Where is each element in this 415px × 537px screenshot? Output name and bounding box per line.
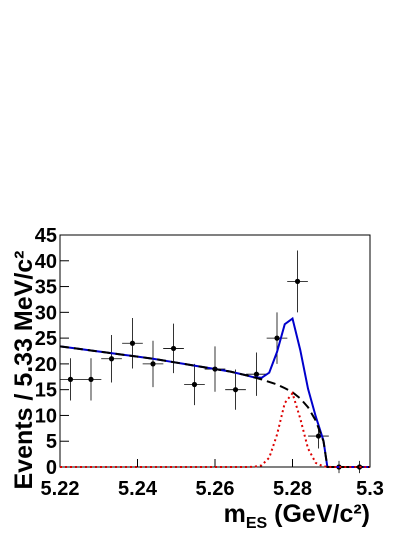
y-tick-label: 10: [35, 405, 57, 427]
y-tick-label: 45: [35, 225, 57, 247]
y-tick-label: 15: [35, 380, 57, 402]
x-tick-label: 5.22: [41, 478, 80, 500]
data-point: [129, 340, 136, 346]
data-point: [170, 345, 177, 352]
data-point: [150, 361, 156, 367]
data-point: [191, 381, 198, 388]
y-tick-label: 5: [46, 431, 57, 453]
x-label-main: m: [224, 500, 246, 528]
y-tick-label: 0: [46, 457, 57, 479]
data-point: [294, 278, 301, 284]
y-tick-label: 30: [35, 302, 57, 324]
y-tick-label: 20: [35, 354, 57, 376]
x-tick-label: 5.28: [273, 478, 312, 500]
data-point: [108, 356, 115, 362]
x-label-sub: ES: [246, 515, 268, 532]
y-tick-label: 25: [35, 328, 57, 350]
y-tick-label: 40: [35, 251, 57, 273]
data-point: [253, 371, 260, 377]
y-tick-label: 35: [35, 277, 57, 299]
x-label-rest: (GeV/c²): [267, 500, 370, 528]
fit-curve: [59, 345, 370, 468]
data-point: [232, 387, 239, 393]
y-axis-label: Events / 5.33 MeV/c²: [10, 250, 38, 489]
data-point: [274, 335, 280, 341]
x-tick-label: 5.24: [118, 478, 158, 500]
x-axis-label: mES (GeV/c²): [224, 500, 370, 532]
x-tick-label: 5.26: [196, 478, 235, 500]
data-point: [315, 433, 322, 439]
x-tick-label: 5.3: [356, 478, 384, 500]
data-point: [88, 376, 94, 382]
data-point: [67, 376, 74, 382]
fit-curve: [60, 391, 370, 468]
